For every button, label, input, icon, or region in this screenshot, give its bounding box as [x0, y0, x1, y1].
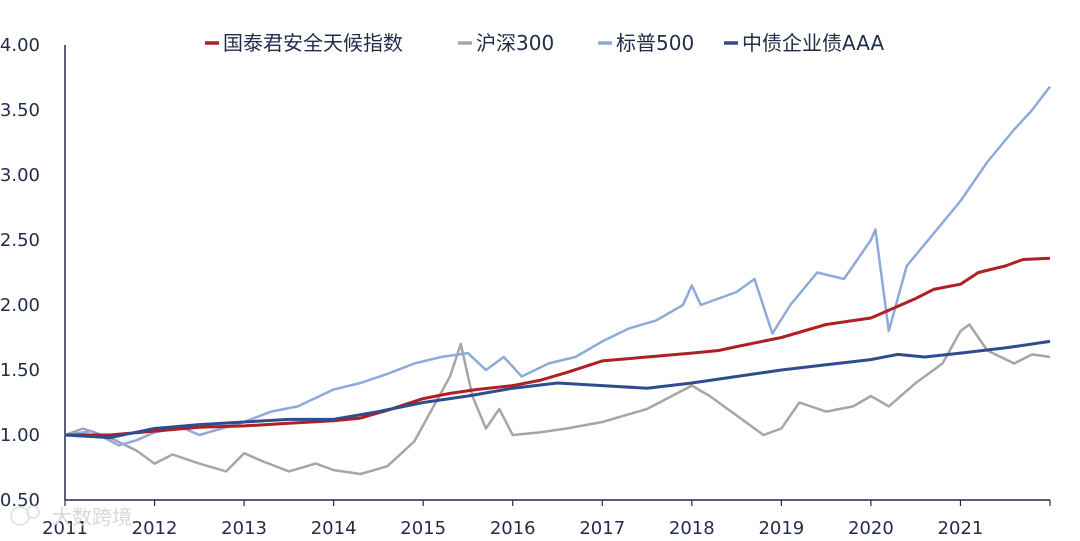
x-tick-label: 2017 — [579, 518, 625, 539]
legend-label: 标普500 — [616, 31, 694, 55]
x-tick-label: 2019 — [758, 518, 804, 539]
x-axis: 2011 2012 2013 2014 2015 2016 2017 2018 2019 2020… — [42, 499, 1051, 539]
series-line-1 — [64, 323, 1051, 476]
x-tick-label: 2012 — [132, 518, 178, 539]
legend-label: 中债企业债AAA — [742, 31, 884, 55]
legend: 国泰君安全天候指数 沪深300 标普500 中债企业债AAA — [205, 31, 884, 55]
watermark: 大数跨境 — [10, 505, 132, 529]
y-tick-label: 4.00 — [0, 35, 40, 56]
x-tick-label: 2016 — [490, 518, 536, 539]
plot-area — [64, 85, 1051, 476]
y-tick-label: 1.50 — [0, 360, 40, 381]
x-tick-label: 2013 — [221, 518, 267, 539]
x-tick-label: 2011 — [42, 518, 88, 539]
y-tick-label: 3.50 — [0, 100, 40, 121]
y-tick-label: 3.00 — [0, 165, 40, 186]
x-tick-label: 2015 — [400, 518, 446, 539]
legend-label: 国泰君安全天候指数 — [223, 31, 403, 55]
watermark-logo-icon — [10, 505, 40, 526]
watermark-text: 大数跨境 — [52, 505, 132, 529]
series-line-0 — [65, 256, 1051, 437]
series-line-2 — [64, 85, 1051, 447]
x-tick-label: 2018 — [669, 518, 715, 539]
y-tick-label: 2.00 — [0, 295, 40, 316]
series-line-3 — [64, 339, 1051, 440]
y-tick-label: 1.00 — [0, 425, 40, 446]
x-tick-label: 2021 — [938, 518, 984, 539]
x-tick-label: 2020 — [848, 518, 894, 539]
legend-label: 沪深300 — [476, 31, 554, 55]
y-tick-label: 2.50 — [0, 230, 40, 251]
x-tick-label: 2014 — [311, 518, 357, 539]
y-axis: 0.501.001.502.002.503.003.504.00 — [0, 35, 66, 511]
